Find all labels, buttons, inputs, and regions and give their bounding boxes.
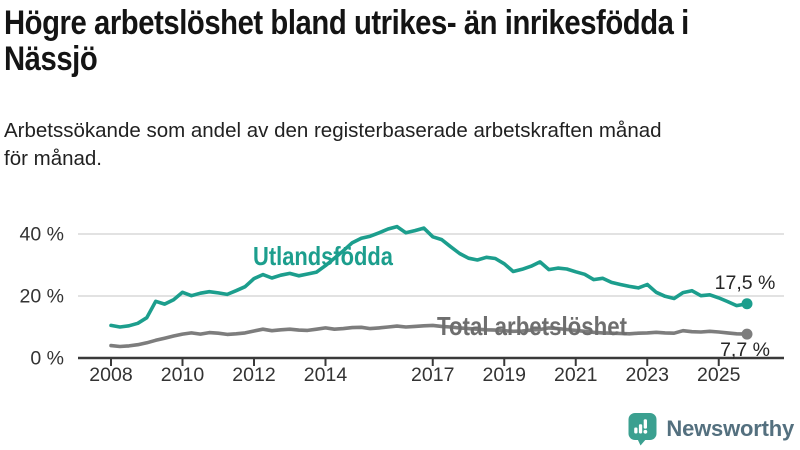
x-tick-label: 2008 bbox=[89, 364, 132, 386]
x-tick-label: 2025 bbox=[697, 364, 741, 386]
x-tick-label: 2023 bbox=[626, 364, 669, 386]
x-tick-label: 2021 bbox=[554, 364, 597, 386]
series-line-total bbox=[109, 323, 749, 349]
y-tick-label: 0 % bbox=[30, 348, 64, 370]
title-line-1: Högre arbetslöshet bland utrikes- än inr… bbox=[4, 4, 689, 42]
x-tick-label: 2012 bbox=[232, 364, 275, 386]
series-label-total: Total arbetslöshet bbox=[437, 311, 627, 341]
y-tick-label: 40 % bbox=[20, 224, 64, 246]
subtitle-line-1: Arbetssökande som andel av den registerb… bbox=[4, 119, 662, 142]
x-tick-label: 2014 bbox=[304, 364, 348, 386]
x-tick-label: 2017 bbox=[411, 364, 454, 386]
title-line-2: Nässjö bbox=[4, 40, 98, 78]
series-end-dot bbox=[741, 328, 753, 340]
newsworthy-logo: Newsworthy bbox=[628, 412, 794, 446]
series-label-utlandsfodda: Utlandsfödda bbox=[253, 241, 393, 271]
series-line-utlandsfodda bbox=[109, 224, 749, 329]
newsworthy-logotype: Newsworthy bbox=[666, 416, 794, 441]
end-value-label-total: 7,7 % bbox=[720, 339, 770, 361]
chart-svg: 2008 2010 2012 2014 2017 2019 2021 2023 2025 0 % 2… bbox=[20, 224, 784, 386]
chart-subtitle: Arbetssökande som andel av den registerb… bbox=[4, 117, 800, 173]
newsworthy-bar-chart-bubble-icon bbox=[628, 413, 657, 446]
x-tick-label: 2010 bbox=[161, 364, 205, 386]
series-end-dot bbox=[741, 298, 753, 310]
line-chart: 2008 2010 2012 2014 2017 2019 2021 2023 2025 0 % 2… bbox=[0, 195, 800, 400]
y-tick-label: 20 % bbox=[20, 286, 64, 308]
end-value-label-utlandsfodda: 17,5 % bbox=[715, 272, 776, 294]
subtitle-line-2: för månad. bbox=[4, 147, 102, 170]
x-tick-label: 2019 bbox=[483, 364, 526, 386]
page-title: Högre arbetslöshet bland utrikes- än inr… bbox=[4, 5, 795, 77]
